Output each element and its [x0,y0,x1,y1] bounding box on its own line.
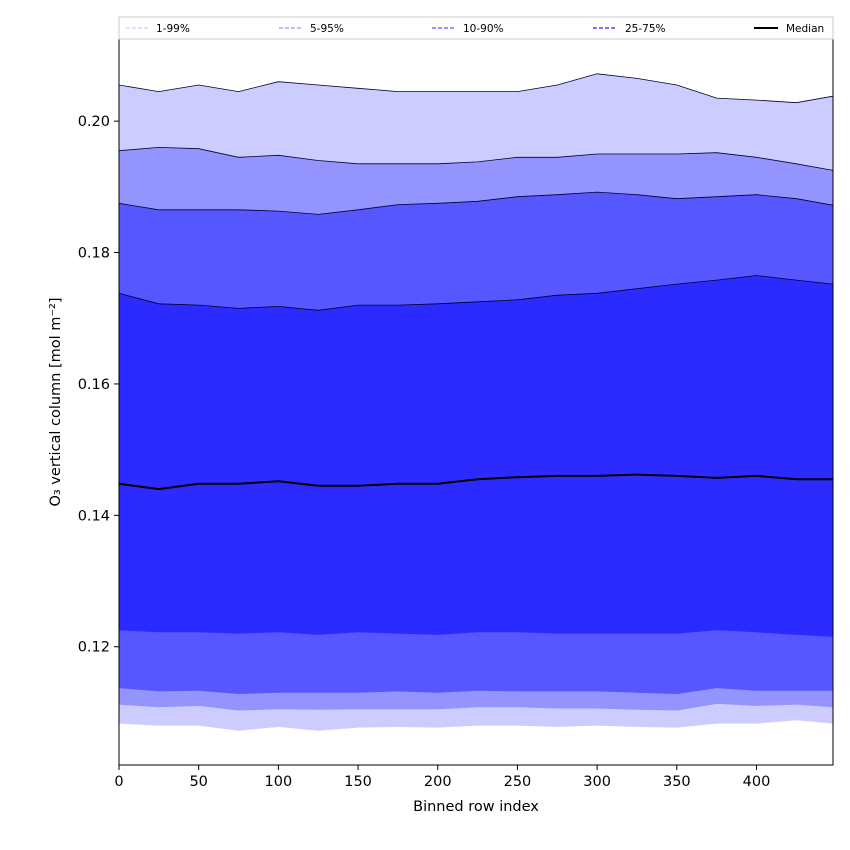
y-tick-label: 0.18 [78,246,110,262]
legend: 1-99% 5-95% 10-90% 25-75% Median [118,16,834,40]
median-line [118,473,833,491]
legend-label: Median [786,23,824,35]
median-layer [118,473,833,491]
x-tick-label: 100 [265,774,293,790]
x-tick-label: 300 [583,774,611,790]
y-tick-label: 0.16 [78,377,110,393]
band-upper-edge-5-95% [118,146,834,171]
bands-layer [118,73,834,731]
band-25-75% [119,275,833,637]
x-tick-label: 150 [344,774,372,790]
x-tick-label: 0 [114,774,123,790]
x-tick-label: 400 [743,774,771,790]
y-axis-label: O₃ vertical column [mol m⁻²] [48,297,64,506]
y-tick-label: 0.12 [78,640,110,656]
y-axis: 0.12 0.14 0.16 0.18 0.20 [78,114,119,656]
legend-label: 5-95% [310,23,344,35]
x-tick-label: 250 [504,774,532,790]
x-tick-label: 50 [189,774,207,790]
y-tick-label: 0.20 [78,114,110,130]
band-upper-edge-10-90% [118,191,834,215]
x-tick-label: 350 [663,774,691,790]
x-axis: 0 50 100 150 200 250 300 350 400 [114,765,770,790]
legend-label: 10-90% [463,23,504,35]
x-axis-label: Binned row index [413,799,539,815]
legend-label: 25-75% [625,23,666,35]
band-upper-edge-1-99% [118,73,834,104]
y-tick-label: 0.14 [78,508,110,524]
x-tick-label: 200 [424,774,452,790]
legend-box [118,16,834,40]
legend-label: 1-99% [156,23,190,35]
band-upper-edge-25-75% [118,275,834,311]
